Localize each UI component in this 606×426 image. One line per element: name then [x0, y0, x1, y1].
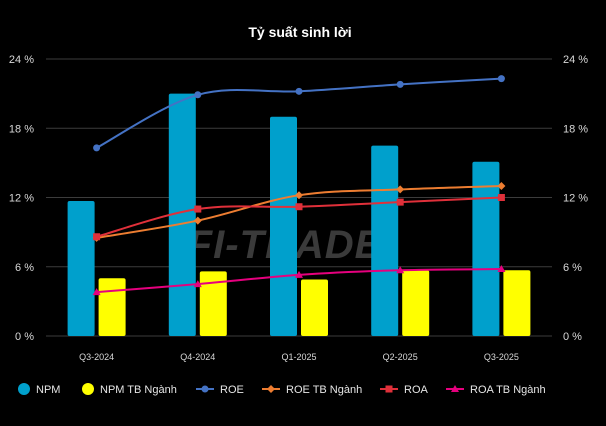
- legend-label: ROA: [404, 384, 429, 396]
- legend-item-npm[interactable]: NPM: [18, 383, 60, 396]
- legend-item-roe-tb-ngành[interactable]: ROE TB Ngành: [262, 384, 362, 396]
- npm-bar[interactable]: [371, 145, 399, 336]
- roa-point[interactable]: [93, 233, 101, 241]
- y-tick-label-right: 0 %: [563, 331, 582, 343]
- npm-bar[interactable]: [67, 200, 95, 336]
- npm-tb-nganh-bar[interactable]: [402, 270, 430, 336]
- bar-series-group: [67, 93, 531, 336]
- y-tick-label-right: 6 %: [563, 262, 582, 274]
- roe-point[interactable]: [93, 144, 101, 152]
- y-tick-label-left: 6 %: [15, 262, 34, 274]
- chart-title: Tỷ suất sinh lời: [248, 24, 351, 40]
- roa-point[interactable]: [295, 203, 303, 211]
- legend-item-roa-tb-ngành[interactable]: ROA TB Ngành: [446, 384, 546, 396]
- roe-tb-ngành-point[interactable]: [193, 216, 202, 225]
- roa-point[interactable]: [396, 198, 404, 206]
- legend-swatch-marker[interactable]: [201, 385, 209, 393]
- y-tick-label-right: 12 %: [563, 193, 588, 205]
- y-tick-label-right: 18 %: [563, 123, 588, 135]
- roe-point[interactable]: [295, 87, 303, 95]
- y-tick-label-left: 0 %: [15, 331, 34, 343]
- line-series-roe: [93, 75, 505, 152]
- roa-tb-ngành-point[interactable]: [193, 280, 202, 288]
- roa-tb-ngành-point[interactable]: [497, 265, 506, 273]
- roa-tb-ngành-point[interactable]: [295, 270, 303, 278]
- roa-point[interactable]: [194, 205, 202, 213]
- roe-point[interactable]: [194, 91, 202, 99]
- legend-label: ROA TB Ngành: [470, 384, 546, 396]
- npm-tb-nganh-bar[interactable]: [199, 271, 227, 336]
- roa-tb-ngành-point[interactable]: [396, 266, 405, 274]
- bar-series-npm-tb-ngành: [98, 270, 531, 336]
- line-series-group: [92, 75, 506, 296]
- legend[interactable]: NPM NPM TB Ngành ROE ROE TB Ngành ROA ROA TB …: [18, 383, 546, 396]
- roe-tb-ngành-point[interactable]: [396, 185, 405, 194]
- legend-swatch-marker[interactable]: [267, 385, 275, 393]
- npm-tb-nganh-bar[interactable]: [98, 278, 126, 336]
- roe-tb-ngành-point[interactable]: [295, 191, 303, 200]
- npm-tb-nganh-bar[interactable]: [503, 270, 531, 336]
- bar-series-npm: [67, 93, 500, 336]
- y-tick-label-left: 12 %: [9, 193, 34, 205]
- legend-swatch: [18, 383, 30, 395]
- roa-tb-ngành-point[interactable]: [92, 288, 101, 296]
- x-axis: Q3-2024 Q4-2024 Q1-2025 Q2-2025 Q3-2025: [79, 352, 519, 362]
- legend-label: NPM TB Ngành: [100, 384, 177, 396]
- legend-item-npm-tb-ngành[interactable]: NPM TB Ngành: [82, 383, 177, 396]
- roa-point[interactable]: [497, 194, 505, 201]
- npm-tb-nganh-bar[interactable]: [301, 279, 328, 336]
- roe-tb-ngành-point[interactable]: [497, 181, 506, 190]
- x-tick-label: Q1-2025: [281, 352, 316, 362]
- legend-label: NPM: [36, 384, 60, 396]
- x-tick-label: Q3-2025: [484, 352, 519, 362]
- line-series-roa: [93, 194, 505, 241]
- legend-swatch: [82, 383, 94, 395]
- npm-bar[interactable]: [270, 116, 297, 336]
- y-tick-label-right: 24 %: [563, 54, 588, 66]
- y-tick-label-left: 24 %: [9, 54, 34, 66]
- y-axis-left: 0 % 6 % 12 % 18 % 24 %: [9, 54, 34, 343]
- npm-bar[interactable]: [472, 161, 500, 336]
- line-series-roa-tb-ngành: [92, 265, 506, 296]
- npm-bar[interactable]: [168, 93, 196, 336]
- legend-label: ROE: [220, 384, 244, 396]
- legend-swatch-marker[interactable]: [451, 385, 459, 392]
- legend-item-roa[interactable]: ROA: [380, 384, 429, 396]
- legend-swatch-marker[interactable]: [385, 385, 393, 393]
- x-tick-label: Q3-2024: [79, 352, 114, 362]
- y-axis-right: 0 % 6 % 12 % 18 % 24 %: [563, 54, 588, 343]
- legend-item-roe[interactable]: ROE: [196, 384, 244, 396]
- x-tick-label: Q2-2025: [383, 352, 418, 362]
- x-tick-label: Q4-2024: [180, 352, 215, 362]
- roe-point[interactable]: [497, 75, 505, 83]
- legend-label: ROE TB Ngành: [286, 384, 362, 396]
- y-tick-label-left: 18 %: [9, 123, 34, 135]
- roe-point[interactable]: [396, 80, 404, 88]
